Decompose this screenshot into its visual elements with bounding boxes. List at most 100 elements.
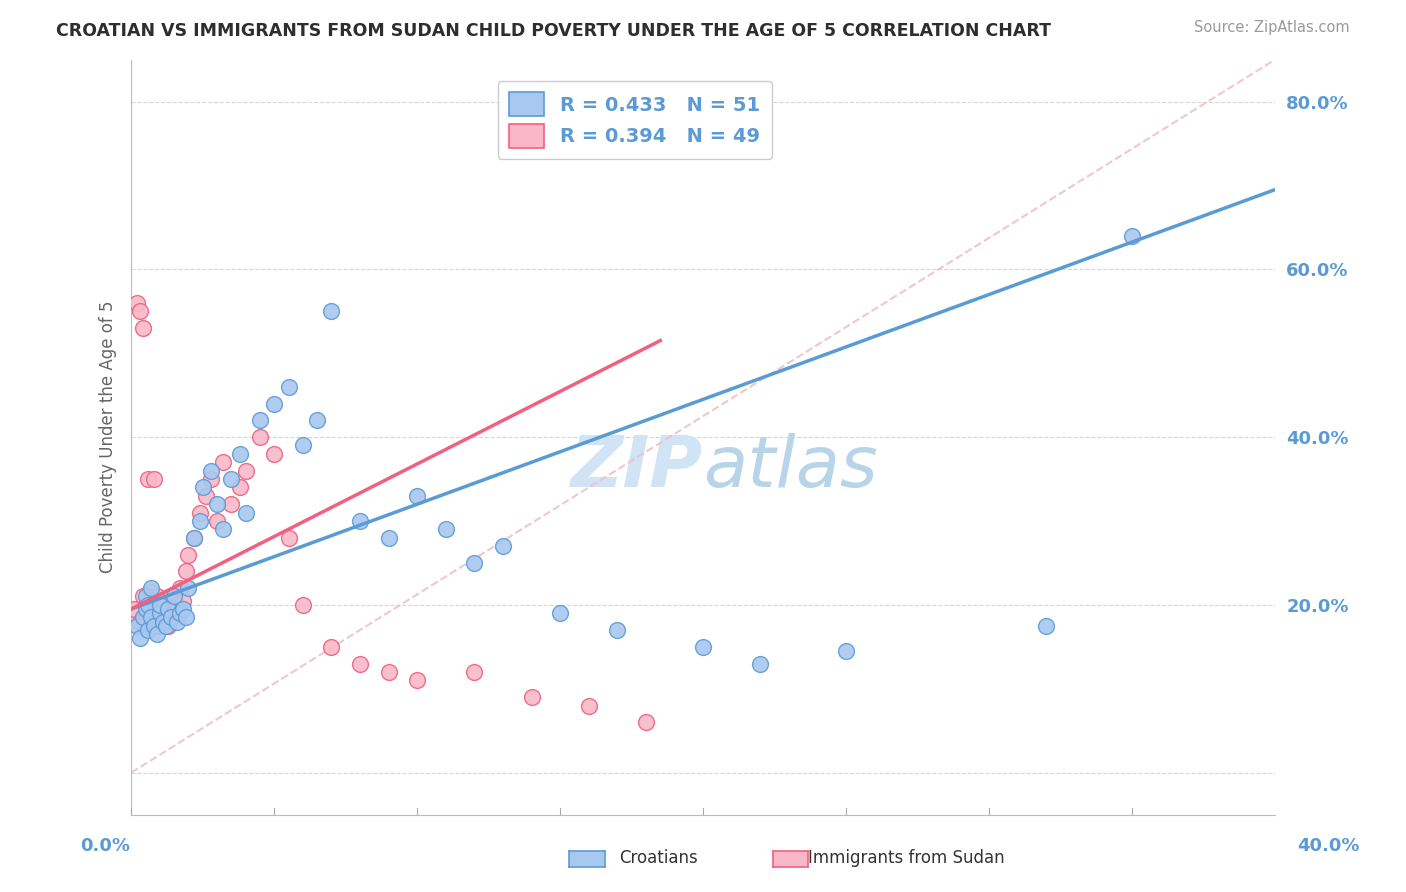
Point [578,698,600,713]
Point [183,531,205,545]
Point [188,506,211,520]
Point [138,472,160,486]
Point [200,472,222,486]
Point [321,640,343,654]
Point [149,598,172,612]
Point [749,657,772,671]
Point [141,585,163,599]
Point [131,610,153,624]
Point [692,640,714,654]
Point [152,593,174,607]
Point [211,522,233,536]
Point [191,480,214,494]
Point [163,590,186,604]
Point [157,602,180,616]
Point [221,472,243,486]
Point [160,590,183,604]
Point [205,514,228,528]
Point [520,690,543,705]
Point [135,610,157,624]
Point [131,321,153,335]
Point [177,581,200,595]
Point [406,489,429,503]
Point [131,590,153,604]
Point [135,602,157,616]
Point [125,296,148,310]
Point [155,619,177,633]
Text: 40.0%: 40.0% [1298,837,1360,855]
Point [174,610,197,624]
Legend: R = 0.433   N = 51, R = 0.394   N = 49: R = 0.433 N = 51, R = 0.394 N = 49 [498,80,772,159]
Point [146,590,169,604]
Point [152,615,174,629]
Point [143,619,166,633]
Point [277,531,299,545]
Text: CROATIAN VS IMMIGRANTS FROM SUDAN CHILD POVERTY UNDER THE AGE OF 5 CORRELATION C: CROATIAN VS IMMIGRANTS FROM SUDAN CHILD … [56,22,1052,40]
Point [349,514,371,528]
Point [229,447,252,461]
Point [143,472,166,486]
Point [321,304,343,318]
Point [606,623,628,637]
Point [138,619,160,633]
Point [143,602,166,616]
Point [200,464,222,478]
Point [463,556,485,570]
Text: 0.0%: 0.0% [80,837,131,855]
Point [141,581,163,595]
Point [149,606,172,620]
Point [548,606,571,620]
Point [141,610,163,624]
Point [177,548,200,562]
Point [263,447,285,461]
Point [194,489,217,503]
Point [249,430,271,444]
Point [169,606,191,620]
Point [463,665,485,679]
Point [235,506,257,520]
Point [211,455,233,469]
Point [229,480,252,494]
Y-axis label: Child Poverty Under the Age of 5: Child Poverty Under the Age of 5 [100,301,117,574]
Point [183,531,205,545]
Text: Croatians: Croatians [619,849,697,867]
Point [188,514,211,528]
Point [835,644,858,658]
Point [169,581,191,595]
Point [138,623,160,637]
Point [172,593,194,607]
Point [163,602,186,616]
Point [125,619,148,633]
Point [135,590,157,604]
Point [155,606,177,620]
Point [205,497,228,511]
Point [128,615,150,629]
Text: ZIP: ZIP [571,433,703,502]
Point [377,665,399,679]
Point [174,564,197,578]
Point [263,396,285,410]
Point [128,632,150,646]
Point [634,715,657,730]
Point [492,539,515,553]
Point [1121,228,1143,243]
Point [149,619,172,633]
Point [122,602,145,616]
Point [146,610,169,624]
Point [377,531,399,545]
Point [157,619,180,633]
Point [149,602,172,616]
Point [221,497,243,511]
Point [166,615,188,629]
Point [1035,619,1057,633]
Point [160,610,183,624]
Point [141,606,163,620]
Point [138,598,160,612]
Point [291,598,314,612]
Point [135,598,157,612]
Point [434,522,457,536]
Text: Immigrants from Sudan: Immigrants from Sudan [808,849,1005,867]
Point [277,380,299,394]
Point [249,413,271,427]
Point [128,304,150,318]
